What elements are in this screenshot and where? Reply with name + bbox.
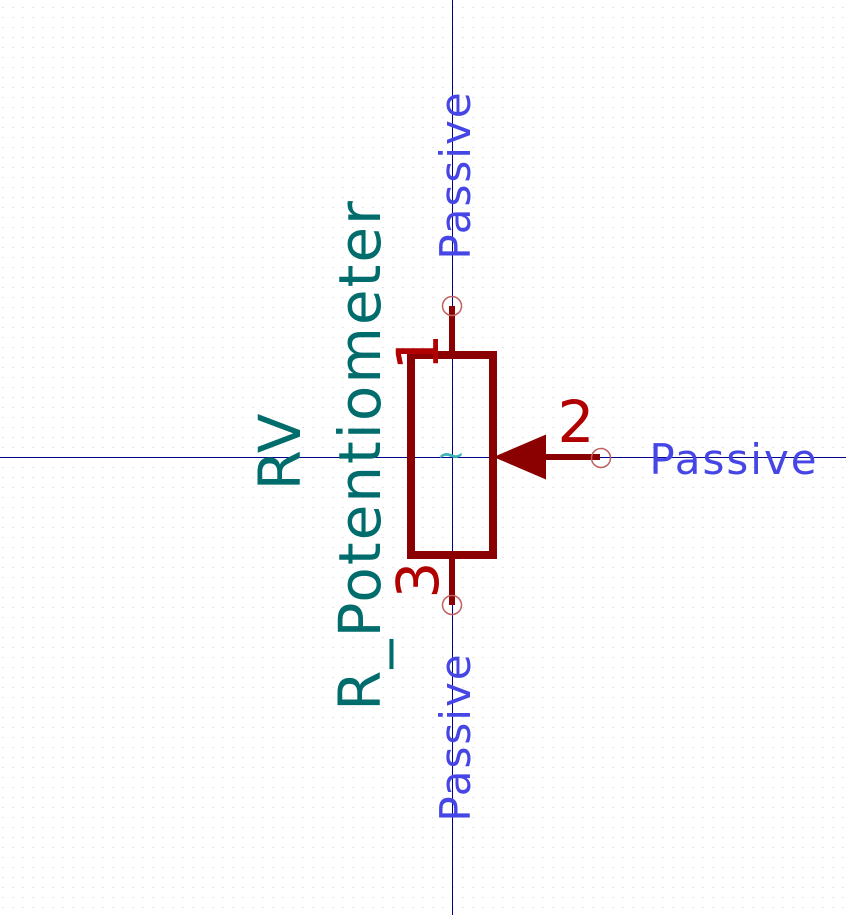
pin-3-type-label: Passive [431, 652, 480, 821]
pin-1-type-label: Passive [431, 90, 480, 259]
grid-dots [2, 7, 844, 908]
pin-2-number: 2 [558, 388, 595, 456]
pin-1-end-circle[interactable] [441, 295, 463, 317]
wiper-arrow-icon [493, 434, 546, 480]
potentiometer-body[interactable] [407, 351, 497, 559]
pin-2-type-label: Passive [649, 435, 818, 484]
reference-field[interactable]: RV [246, 413, 314, 490]
value-field[interactable]: R_Potentiometer [326, 199, 394, 711]
pin-3-end-circle[interactable] [441, 594, 463, 616]
grid-dot-pattern [2, 7, 844, 908]
body-tilde-glyph: ~ [437, 435, 466, 475]
pin-1-number: 1 [384, 334, 452, 371]
pin-3-number: 3 [384, 562, 452, 599]
pin-2-end-circle[interactable] [590, 447, 612, 469]
